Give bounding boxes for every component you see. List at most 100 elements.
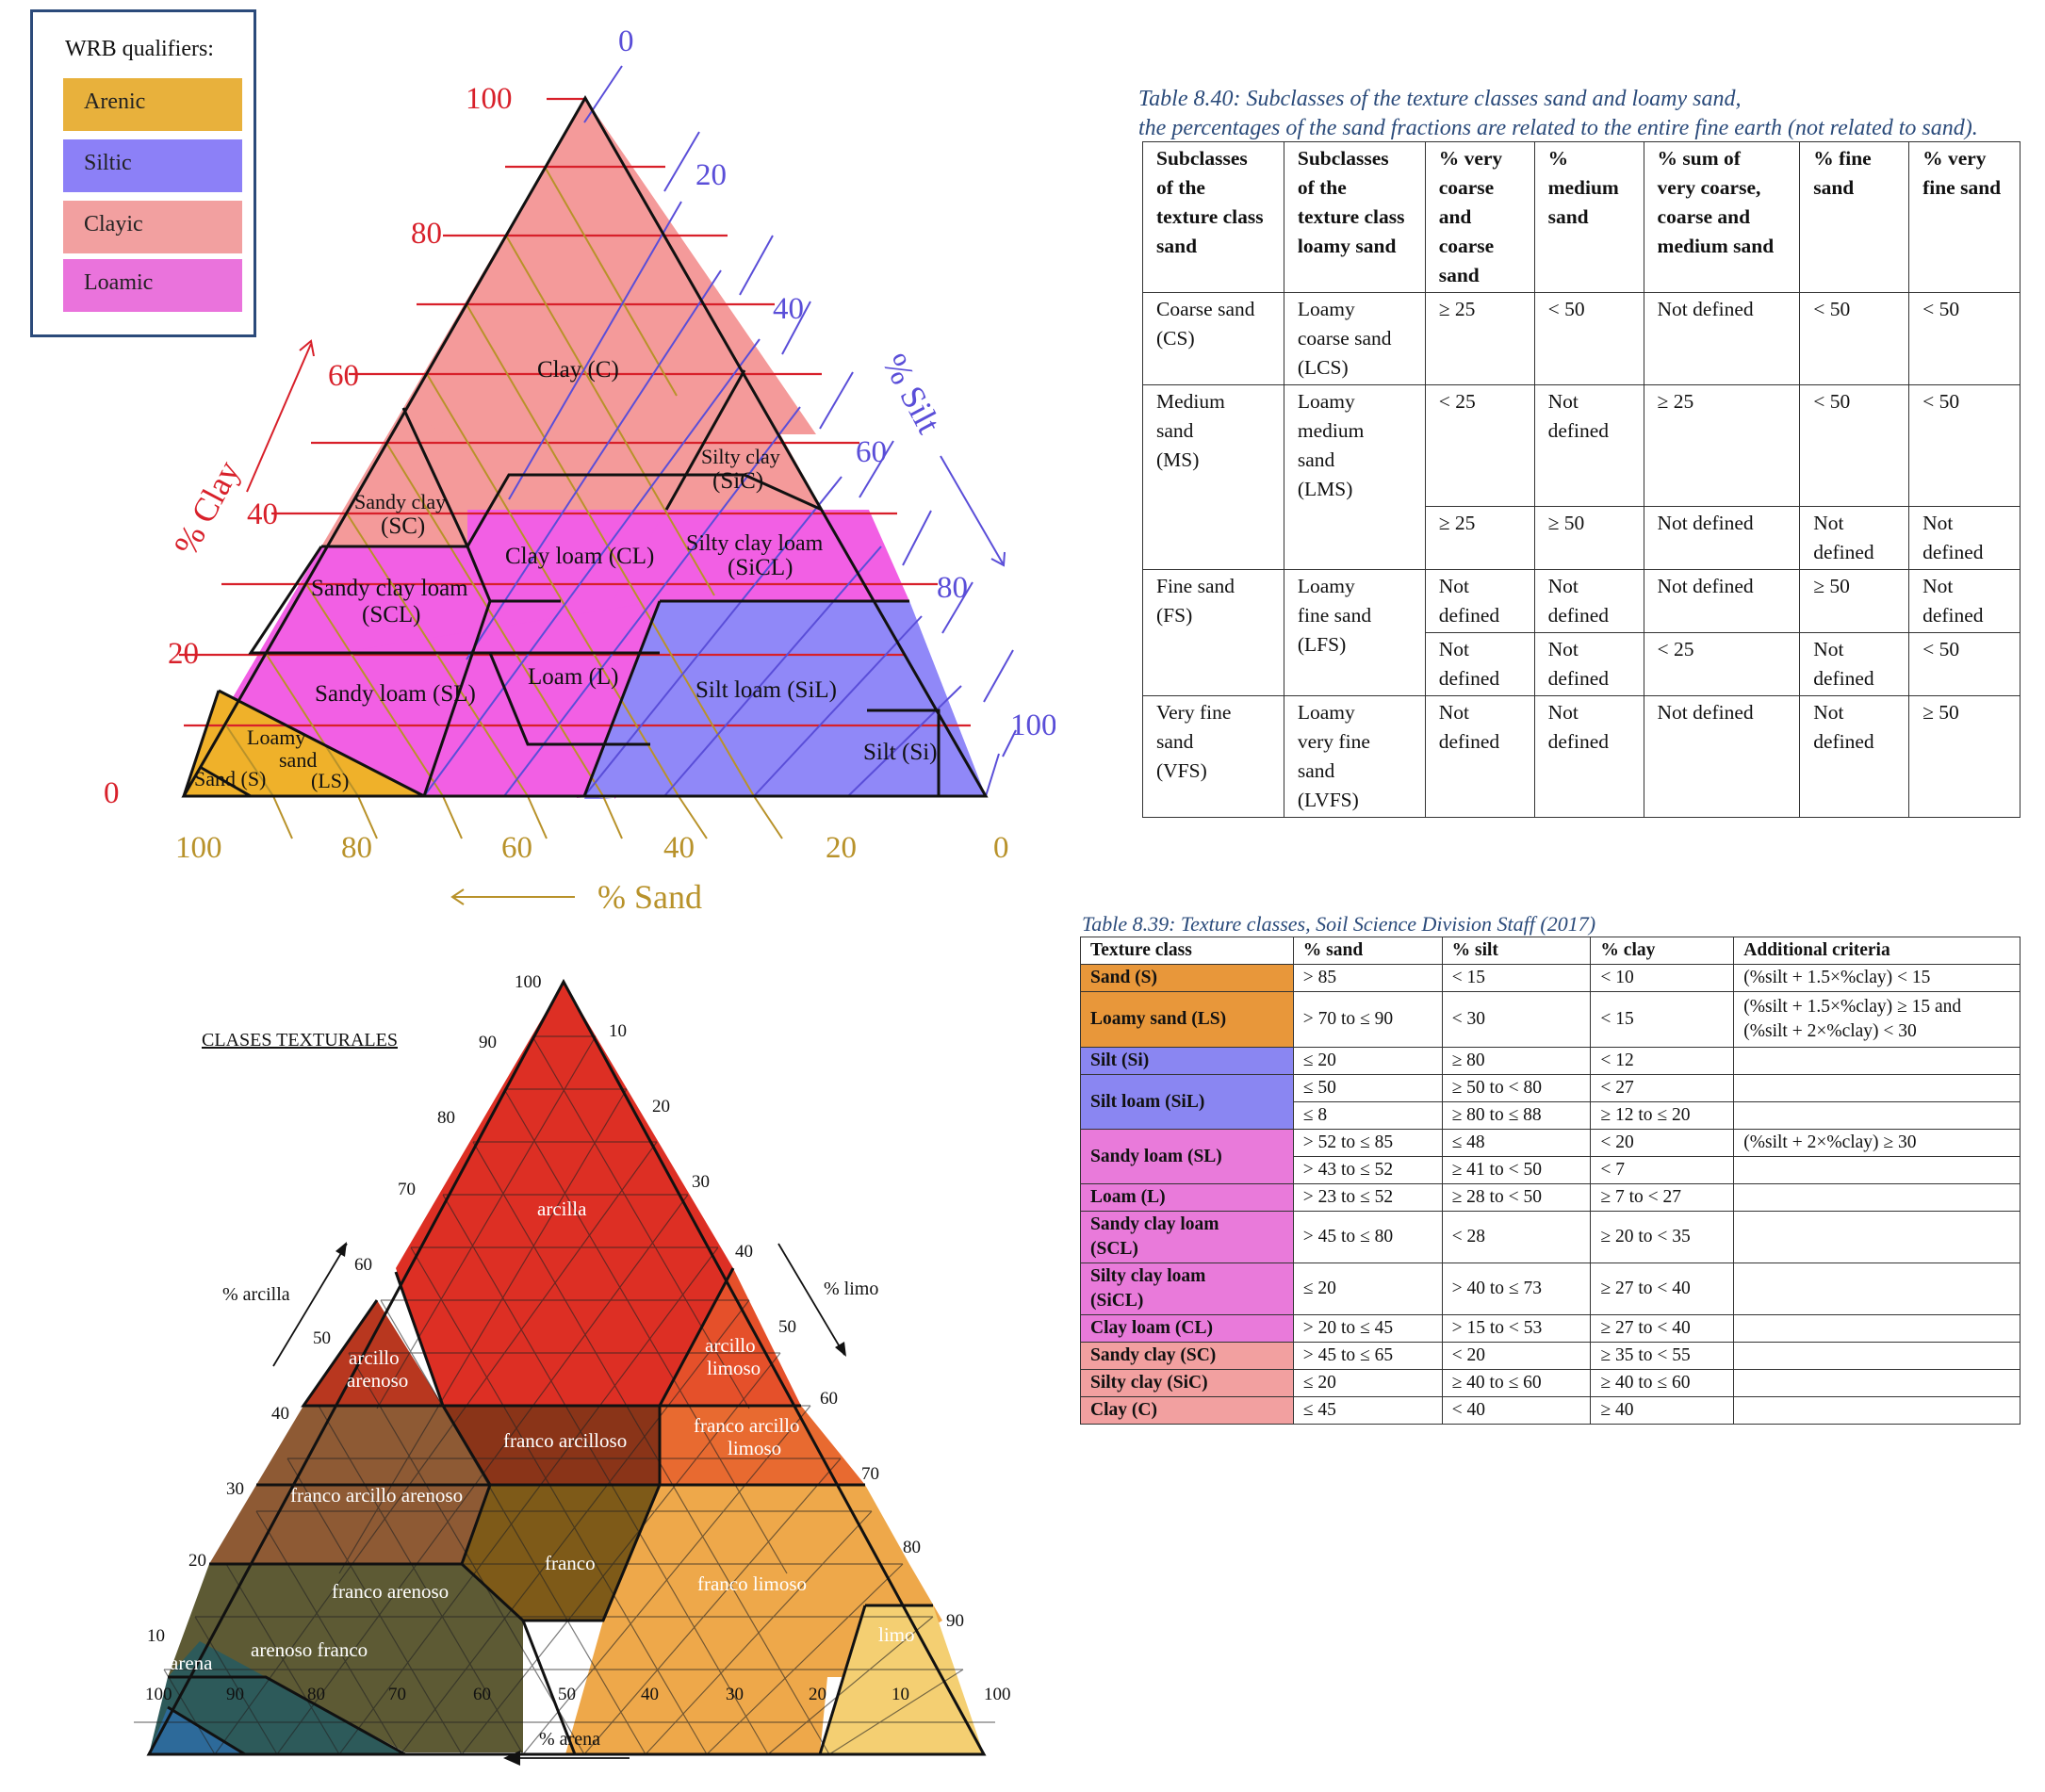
silt-tick: 80 xyxy=(937,571,968,605)
table-cell: < 12 xyxy=(1590,1047,1735,1075)
texture-class-cell: Clay (C) xyxy=(1080,1396,1294,1425)
table-cell: ≥ 7 to < 27 xyxy=(1590,1183,1735,1212)
sand-gridlines xyxy=(225,166,783,839)
es-label-arcillo-limoso-1: arcillo xyxy=(705,1334,756,1357)
table-cell: Not defined xyxy=(1424,632,1535,696)
es-silt-tick: 80 xyxy=(903,1538,921,1557)
es-clay-tick: 40 xyxy=(271,1404,289,1424)
table-cell: Very fine sand (VFS) xyxy=(1142,695,1284,818)
es-label-arcilla: arcilla xyxy=(537,1197,587,1220)
wrb-legend: WRB qualifiers: Arenic Siltic Clayic Loa… xyxy=(30,9,256,337)
es-clay-axis-title: % arcilla xyxy=(222,1284,290,1305)
clay-tick: 100 xyxy=(466,82,513,116)
table-cell xyxy=(1733,1263,2020,1315)
es-sand-tick: 90 xyxy=(226,1685,244,1704)
table-cell: < 7 xyxy=(1590,1156,1735,1184)
label-silty-clay-loam-1: Silty clay loam xyxy=(686,531,824,556)
es-label-arcillo-limoso-2: limoso xyxy=(707,1357,761,1379)
header-cell: % clay xyxy=(1590,937,1735,965)
header-cell: % medium sand xyxy=(1533,141,1644,293)
es-sand-tick: 100 xyxy=(145,1685,172,1704)
table-row: Silt loam (SiL) ≤ 50 ≥ 50 to < 80 < 27 xyxy=(1080,1074,2020,1130)
es-clay-tick: 30 xyxy=(226,1479,244,1499)
silt-tick: 60 xyxy=(856,435,887,469)
table-cell xyxy=(1733,1369,2020,1397)
label-sandy-clay-2: (SC) xyxy=(381,513,425,539)
table-840-caption-line-2: the percentages of the sand fractions ar… xyxy=(1138,116,1978,140)
es-clay-tick: 90 xyxy=(479,1033,497,1052)
table-cell: < 50 xyxy=(1799,384,1910,507)
table-cell xyxy=(1733,1396,2020,1425)
table-cell: > 40 to ≤ 73 xyxy=(1441,1263,1592,1315)
es-label-franco-arcillo-arenoso: franco arcillo arenoso xyxy=(290,1484,463,1507)
label-loamy-sand-1: Loamy xyxy=(247,725,305,749)
es-label-franco-arcillo-limoso-1: franco arcillo xyxy=(694,1414,800,1437)
table-cell: Loamy medium sand (LMS) xyxy=(1283,384,1426,570)
table-row: Clay loam (CL) > 20 to ≤ 45 > 15 to < 53… xyxy=(1080,1314,2020,1343)
label-sandy-clay-loam-1: Sandy clay loam xyxy=(311,576,468,601)
es-label-limo: limo xyxy=(878,1623,915,1646)
table-cell xyxy=(1733,1183,2020,1212)
silt-tick: 0 xyxy=(618,24,634,58)
table-cell: < 50 xyxy=(1908,632,2020,696)
es-silt-tick: 10 xyxy=(609,1021,627,1041)
sand-axis-ticks: 100 80 60 40 20 0 xyxy=(175,831,1009,865)
legend-title: WRB qualifiers: xyxy=(65,37,214,61)
table-cell: (%silt + 1.5×%clay) ≥ 15 and (%silt + 2×%… xyxy=(1733,991,2020,1048)
table-cell: ≥ 12 to ≤ 20 xyxy=(1590,1101,1735,1130)
clay-tick: 0 xyxy=(104,776,120,810)
silt-tick: 40 xyxy=(773,292,804,326)
es-silt-arrow xyxy=(777,1243,845,1356)
legend-item-siltic: Siltic xyxy=(63,139,242,192)
table-cell: < 15 xyxy=(1441,964,1592,992)
sand-axis-title: % Sand xyxy=(597,878,702,916)
header-cell: Subclasses of the texture class sand xyxy=(1142,141,1284,293)
silt-tick: 20 xyxy=(695,158,727,192)
table-cell: ≤ 48 xyxy=(1441,1129,1592,1157)
table-839: Texture class % sand % silt % clay Addit… xyxy=(1080,937,2020,1425)
table-row: Very fine sand (VFS) Loamy very fine sand (LV… xyxy=(1142,695,2020,818)
es-clay-ticks: 100 90 80 70 60 50 40 30 20 10 xyxy=(147,972,542,1646)
label-sandy-loam: Sandy loam (SL) xyxy=(315,681,476,707)
texture-class-cell: Sandy clay loam (SCL) xyxy=(1080,1211,1294,1263)
texture-class-cell: Silty clay (SiC) xyxy=(1080,1369,1294,1397)
legend-label: Loamic xyxy=(84,270,154,295)
silt-axis-ticks: 0 20 40 60 80 100 xyxy=(618,24,1055,742)
es-clay-tick: 80 xyxy=(437,1108,455,1128)
label-loamy-sand-2: sand xyxy=(279,748,317,772)
table-cell: < 25 xyxy=(1424,384,1535,507)
table-row: Coarse sand (CS) Loamy coarse sand (LCS) ≥ … xyxy=(1142,292,2020,385)
table-cell: ≥ 27 to < 40 xyxy=(1590,1314,1735,1343)
es-label-franco-arcillo-limoso-2: limoso xyxy=(728,1437,781,1459)
es-clay-arrowhead xyxy=(335,1242,347,1257)
clay-tick: 20 xyxy=(168,637,199,671)
table-840-caption: Table 8.40: Subclasses of the texture cl… xyxy=(1138,85,2043,143)
table-cell: ≤ 50 xyxy=(1292,1074,1443,1102)
es-label-franco: franco xyxy=(545,1552,596,1574)
table-cell: < 27 xyxy=(1590,1074,1735,1102)
table-row: Sandy clay (SC) > 45 to ≤ 65 < 20 ≥ 35 t… xyxy=(1080,1342,2020,1370)
es-label-arcillo-arenoso-2: arenoso xyxy=(347,1369,408,1392)
table-cell: > 85 xyxy=(1292,964,1443,992)
clay-tick: 40 xyxy=(247,497,278,531)
table-cell: Loamy fine sand (LFS) xyxy=(1283,569,1426,696)
es-sand-ticks: 100 90 80 70 60 50 40 30 20 10 xyxy=(145,1685,909,1704)
es-silt-tick: 20 xyxy=(652,1097,670,1116)
es-title: CLASES TEXTURALES xyxy=(202,1030,398,1051)
table-cell: > 23 to ≤ 52 xyxy=(1292,1183,1443,1212)
table-cell: Medium sand (MS) xyxy=(1142,384,1284,570)
table-cell: Not defined xyxy=(1908,569,2020,633)
label-clay-loam: Clay loam (CL) xyxy=(505,544,654,569)
sand-tick: 0 xyxy=(993,831,1009,865)
legend-label: Arenic xyxy=(84,90,146,114)
table-839-header-row: Texture class % sand % silt % clay Addit… xyxy=(1080,937,2020,965)
usda-texture-triangle: Clay (C) Sandy clay (SC) Silty clay (SiC… xyxy=(104,24,1055,916)
es-label-franco-arenoso: franco arenoso xyxy=(332,1580,449,1603)
sand-tick: 100 xyxy=(175,831,222,865)
table-cell: ≥ 35 to < 55 xyxy=(1590,1342,1735,1370)
region-siltic-b xyxy=(584,601,986,796)
es-label-franco-limoso: franco limoso xyxy=(697,1572,807,1595)
silt-axis-arrow xyxy=(940,455,1004,564)
legend-label: Siltic xyxy=(84,151,132,175)
table-cell: Not defined xyxy=(1799,506,1910,570)
